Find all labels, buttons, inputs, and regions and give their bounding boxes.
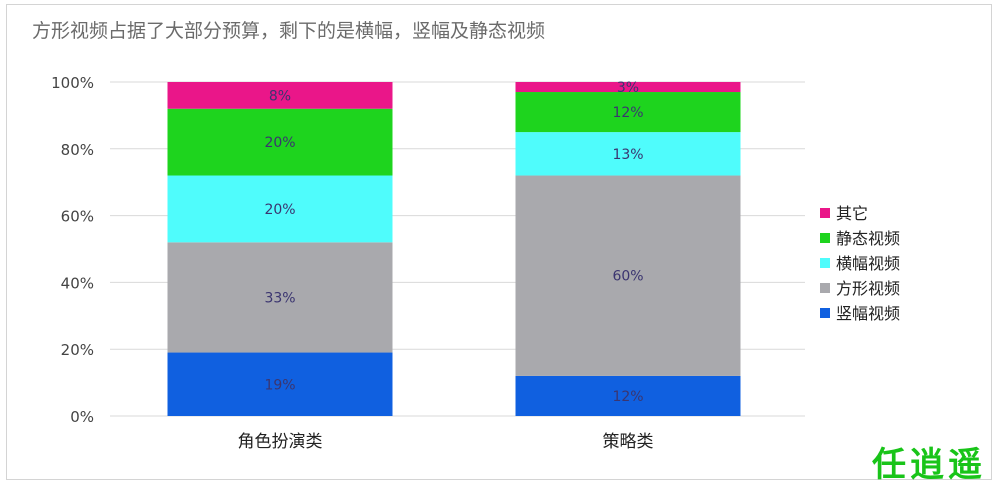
bar-segment <box>515 175 741 376</box>
y-tick-label: 0% <box>70 408 94 426</box>
data-label: 19% <box>264 377 295 393</box>
legend-swatch <box>820 283 830 293</box>
bar-segment <box>167 242 393 353</box>
y-tick-label: 60% <box>61 208 94 226</box>
data-label: 8% <box>269 88 291 104</box>
watermark-logo: 任逍遥 <box>872 445 986 485</box>
legend-swatch <box>820 208 830 218</box>
y-tick-label: 20% <box>61 341 94 359</box>
data-label: 13% <box>612 147 643 163</box>
legend-label: 横幅视频 <box>836 254 900 273</box>
legend-label: 静态视频 <box>836 229 900 248</box>
data-label: 3% <box>617 80 639 96</box>
bar-segment <box>167 108 393 176</box>
data-label: 60% <box>612 269 643 285</box>
data-label: 20% <box>264 202 295 218</box>
data-label: 20% <box>264 135 295 151</box>
legend-swatch <box>820 258 830 268</box>
chart-title: 方形视频占据了大部分预算，剩下的是横幅，竖幅及静态视频 <box>32 20 546 42</box>
legend-label: 方形视频 <box>836 279 900 298</box>
x-tick-label: 角色扮演类 <box>238 432 323 452</box>
bar-segment <box>167 352 393 416</box>
bar-segment <box>515 82 741 93</box>
legend-label: 其它 <box>836 204 868 223</box>
bar-segment <box>167 175 393 243</box>
bar-segment <box>515 375 741 416</box>
legend-swatch <box>820 308 830 318</box>
bar-segment <box>515 92 741 133</box>
data-label: 12% <box>612 389 643 405</box>
y-tick-label: 100% <box>51 74 94 92</box>
legend-label: 竖幅视频 <box>836 304 900 323</box>
x-tick-label: 策略类 <box>603 432 654 452</box>
y-tick-label: 80% <box>61 141 94 159</box>
bar-segment <box>167 82 393 109</box>
y-tick-label: 40% <box>61 274 94 292</box>
legend-swatch <box>820 233 830 243</box>
data-label: 12% <box>612 105 643 121</box>
data-label: 33% <box>264 290 295 306</box>
bar-segment <box>515 132 741 176</box>
